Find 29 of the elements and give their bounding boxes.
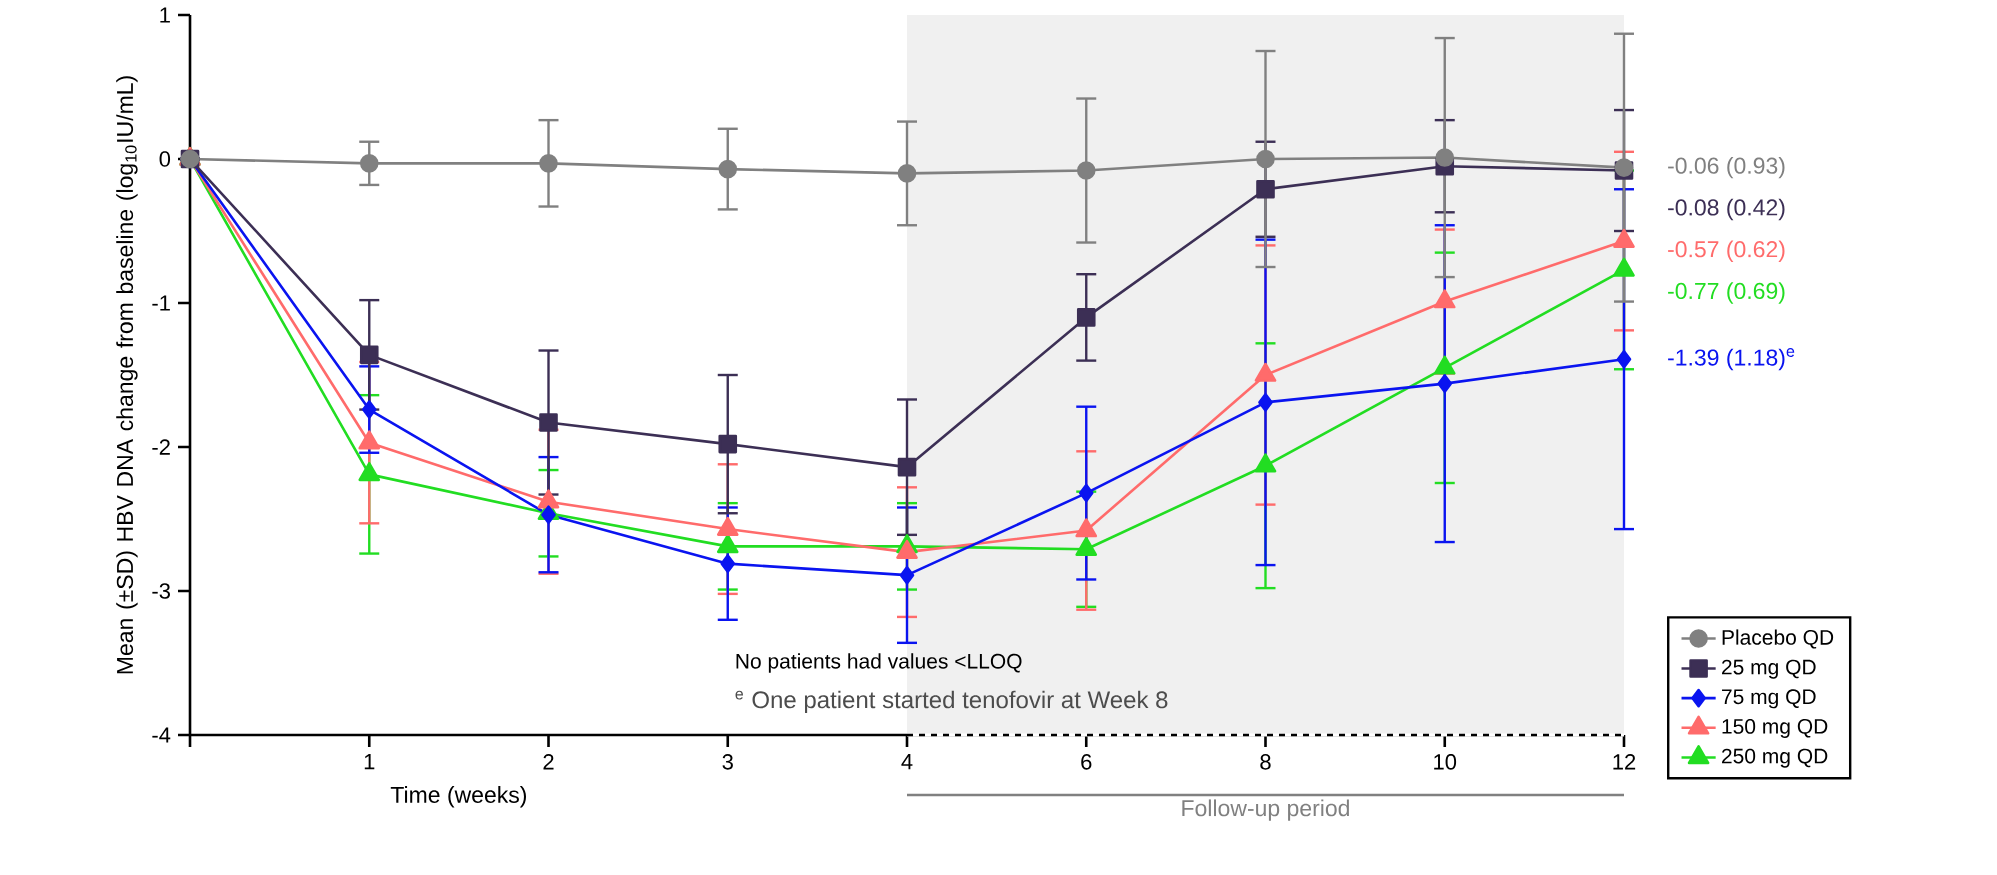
y-tick-label: -3 [152,583,170,599]
x-tick-label: 3 [722,754,733,770]
annotation: No patients had values <LLOQ [736,653,1022,673]
data-label: -0.77 (0.69) [1668,282,1785,304]
annotation: $^{e}$ One patient started tenofovir at Week 8 [735,690,1168,714]
y-axis-title: Mean (±SD) HBV DNA change from baseline (log$_{10}$IU/mL) [116,76,138,674]
y-tick-label: -4 [152,727,171,743]
legend-label: 150 mg QD [1722,718,1828,738]
data-label: -1.39 (1.18)$^{e}$ [1668,348,1795,371]
y-tick-label: -1 [152,295,170,311]
legend-label: Placebo QD [1722,629,1834,649]
data-label: -0.08 (0.42) [1668,198,1785,221]
x-tick-label: 2 [543,754,554,770]
y-tick-label: 1 [160,7,170,23]
y-tick-label: -2 [152,439,170,455]
legend-label: 250 mg QD [1722,748,1828,768]
legend-label: 75 mg QD [1722,689,1816,709]
band-label: Follow-up period [1182,799,1349,821]
y-tick-label: 0 [159,151,171,167]
data-label: -0.06 (0.93) [1668,156,1785,179]
x-axis-title: Time (weeks) [390,786,527,808]
x-tick-label: 4 [901,754,913,770]
x-tick-label: 6 [1081,754,1092,770]
legend-label: 25 mg QD [1722,659,1816,679]
x-tick-label: 1 [364,754,375,770]
x-tick-label: 8 [1260,754,1271,770]
x-tick-label: 10 [1434,754,1457,770]
x-tick-label: 12 [1613,754,1636,770]
data-label: -0.57 (0.62) [1668,240,1785,262]
